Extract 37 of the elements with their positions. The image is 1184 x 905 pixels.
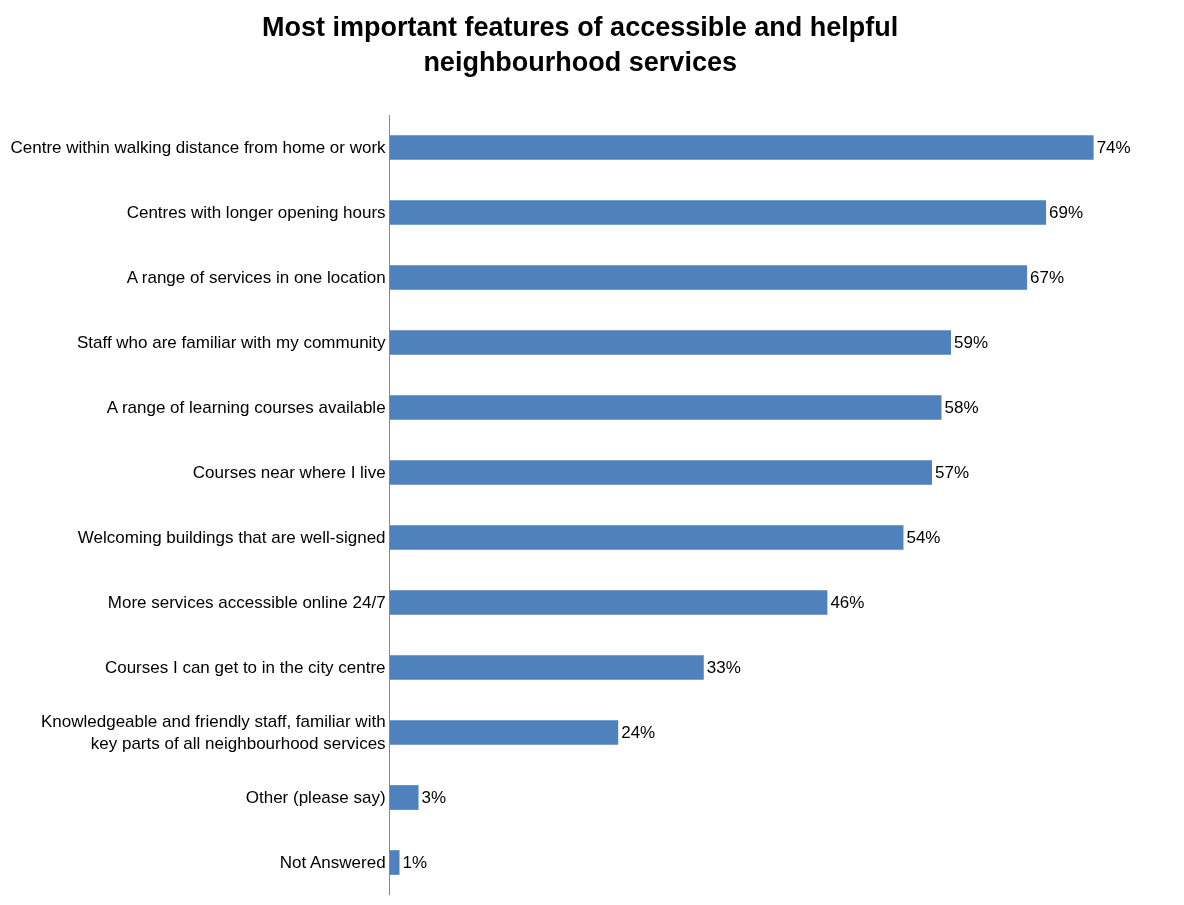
- data-label: 58%: [944, 398, 979, 417]
- bar: [390, 850, 400, 875]
- bar: [390, 525, 904, 550]
- bar: [390, 590, 828, 615]
- y-tick-label: A range of services in one location: [126, 268, 386, 288]
- data-label: 59%: [954, 333, 989, 352]
- data-label: 24%: [621, 723, 656, 742]
- y-tick-label: A range of learning courses available: [106, 398, 386, 418]
- y-tick-label: More services accessible online 24/7: [107, 593, 386, 613]
- data-label: 1%: [402, 853, 428, 872]
- y-tick-label: Other (please say): [245, 788, 386, 808]
- data-label: 54%: [906, 528, 941, 547]
- bar: [390, 785, 419, 810]
- chart-title: Most important features of accessible and helpful neighbourhood services: [262, 12, 899, 78]
- bar: [390, 200, 1047, 225]
- data-label: 33%: [706, 658, 741, 677]
- bar: [390, 395, 942, 420]
- y-tick-label: Centre within walking distance from home or work: [10, 138, 387, 158]
- bar: [390, 460, 932, 485]
- y-tick-label: Staff who are familiar with my community: [76, 333, 387, 353]
- y-tick-label: Courses near where I live: [192, 463, 386, 483]
- y-tick-label: Knowledgeable and friendly staff, familiar with key parts of all neighbourhood services: [40, 712, 386, 754]
- bar: [390, 135, 1094, 160]
- bar: [390, 720, 619, 745]
- y-tick-label: Courses I can get to in the city centre: [104, 658, 386, 678]
- y-tick-label: Centres with longer opening hours: [126, 203, 386, 223]
- y-tick-label: Welcoming buildings that are well-signed: [77, 528, 386, 548]
- data-label: 67%: [1030, 268, 1065, 287]
- data-label: 74%: [1096, 138, 1131, 157]
- data-label: 69%: [1049, 203, 1084, 222]
- data-label: 3%: [421, 788, 447, 807]
- data-label: 57%: [934, 463, 970, 482]
- bar: [390, 330, 952, 355]
- bar: [390, 265, 1028, 290]
- y-tick-label: Not Answered: [279, 853, 386, 873]
- data-label: 46%: [830, 593, 865, 612]
- bar: [390, 655, 704, 680]
